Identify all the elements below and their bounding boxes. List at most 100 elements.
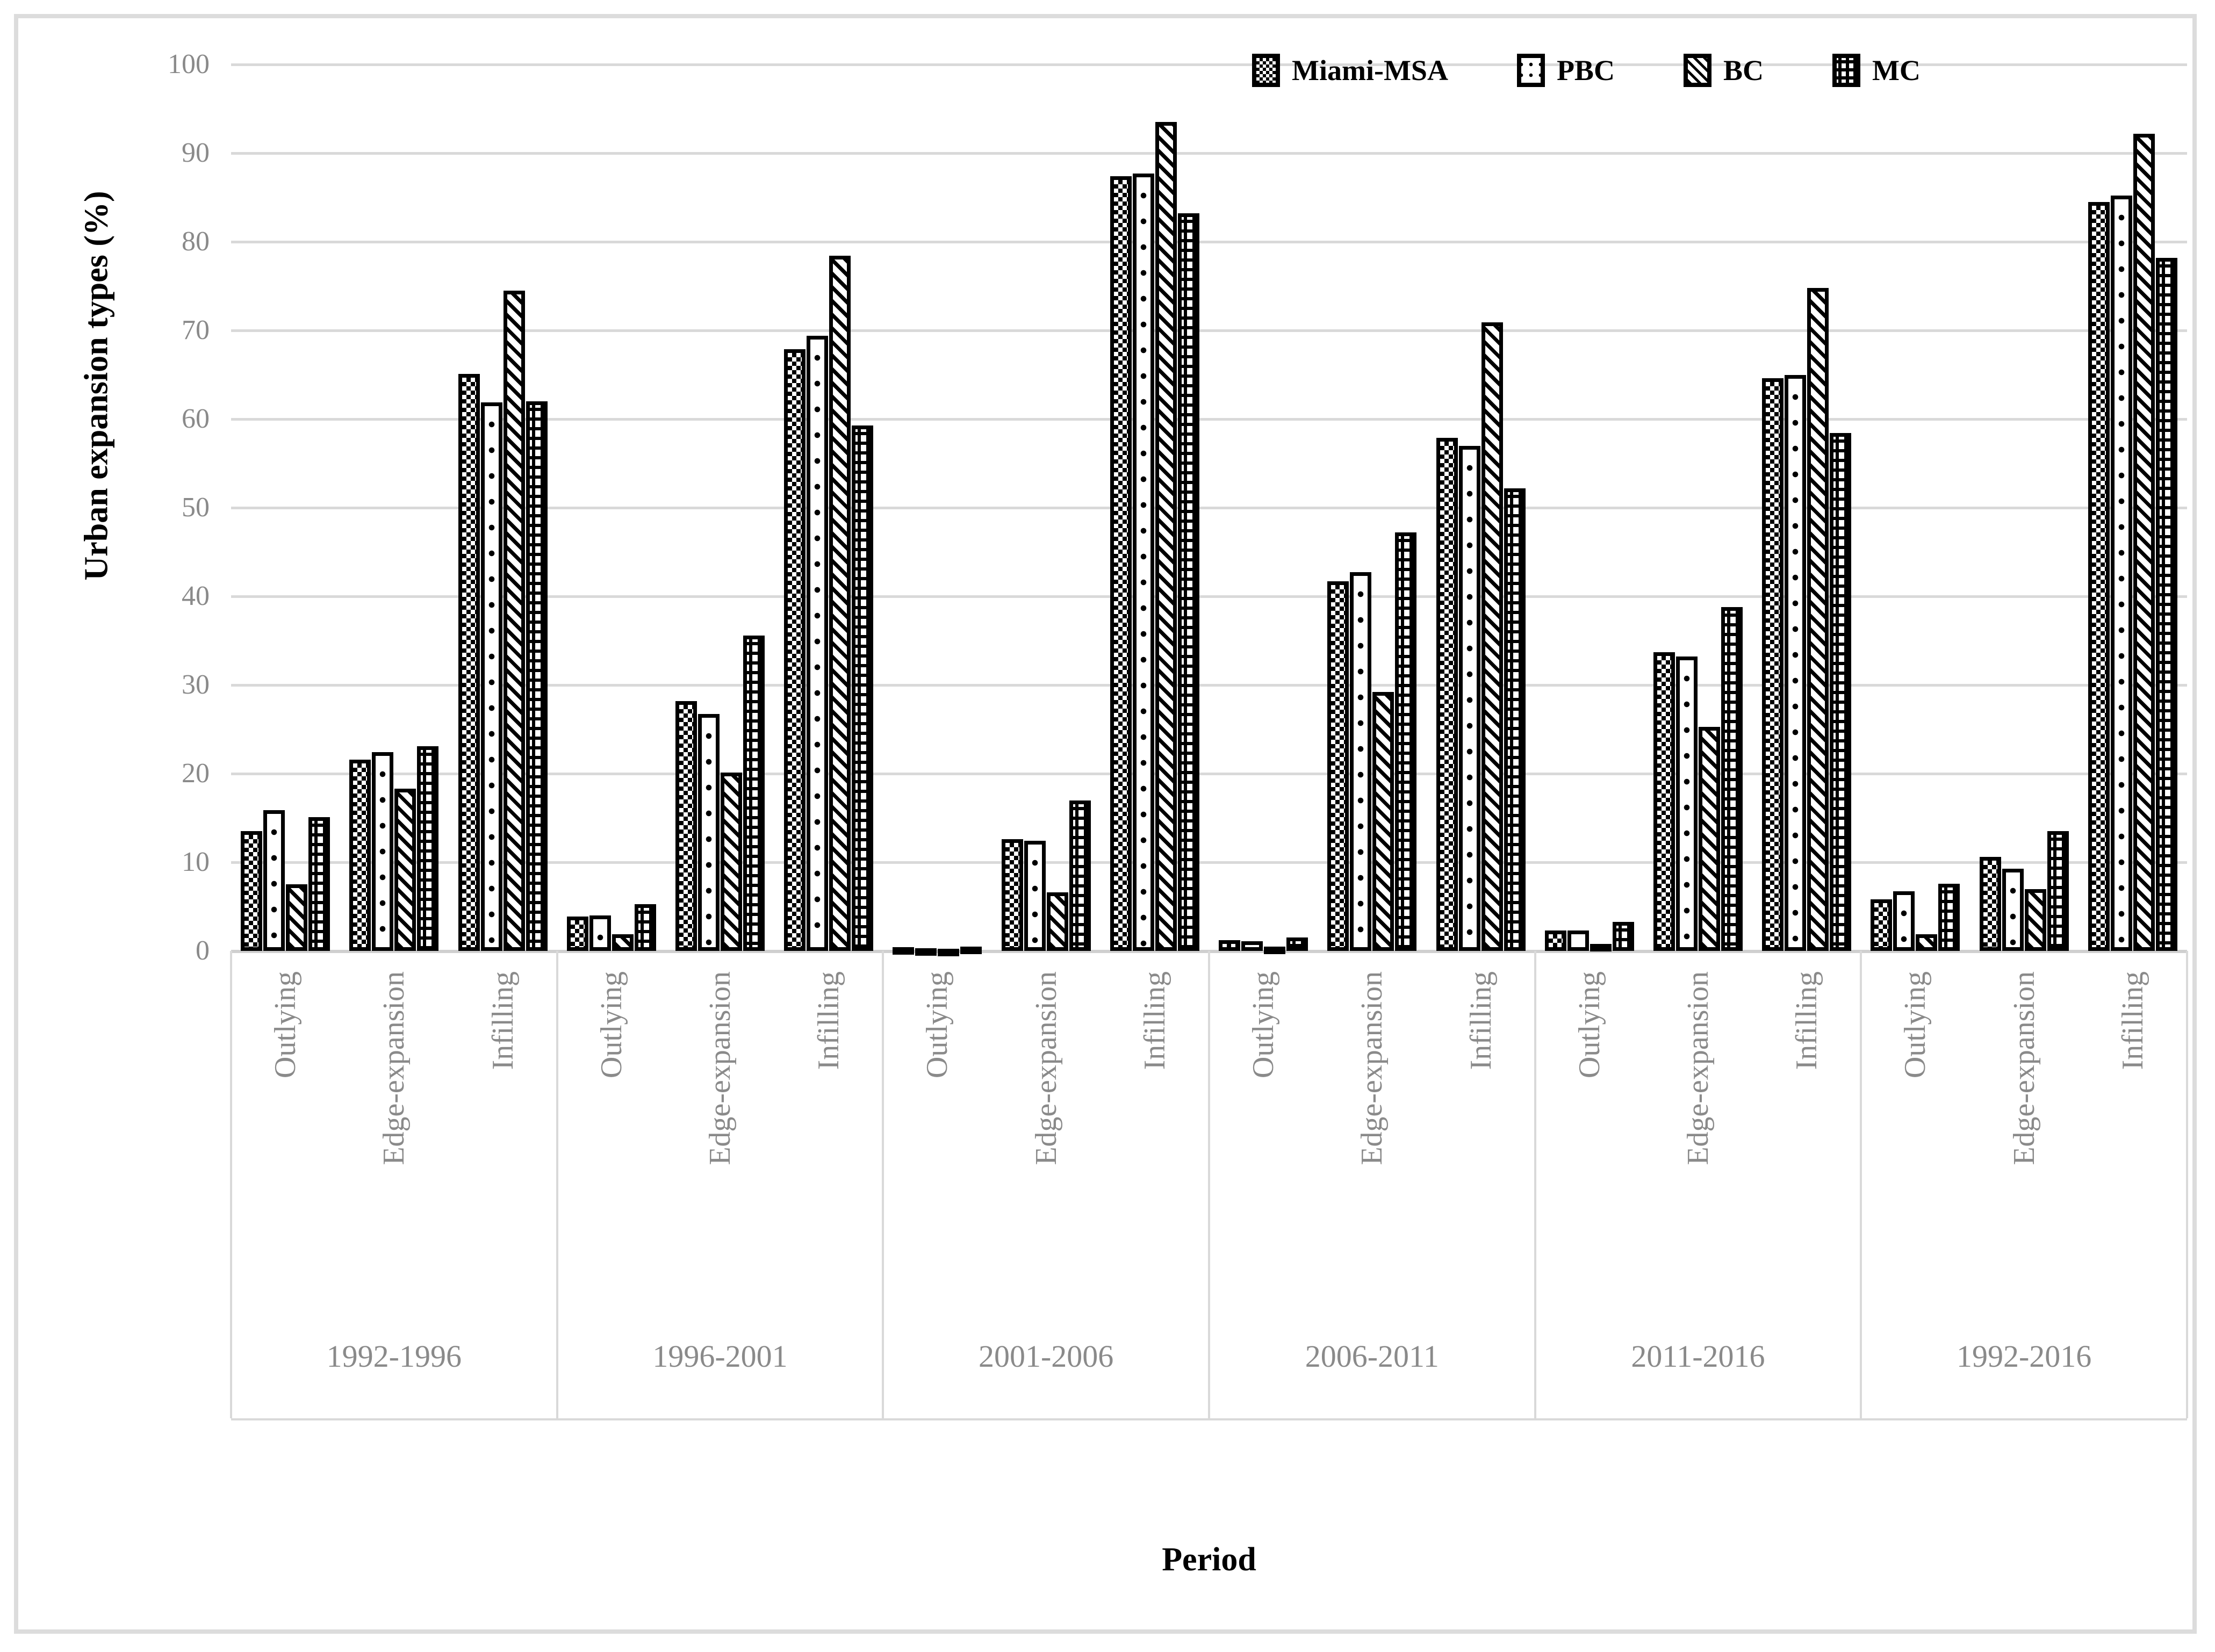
- period-label: 1996-2001: [652, 1339, 788, 1374]
- category-label: Edge-expansion: [703, 971, 737, 1165]
- category-label: Infilling: [1464, 971, 1498, 1070]
- label-area-bottom-line: [231, 1418, 2187, 1420]
- bar-Miami-MSA: [349, 759, 371, 951]
- bar-Miami-MSA: [1979, 857, 2001, 951]
- y-tick-label: 10: [182, 847, 210, 877]
- bar-BC: [1699, 726, 1720, 951]
- period-label: 2001-2006: [978, 1339, 1114, 1374]
- bar-BC: [1046, 892, 1068, 951]
- period-label: 2006-2011: [1305, 1339, 1439, 1374]
- bar-MC: [1177, 213, 1199, 951]
- legend-label: Miami-MSA: [1292, 54, 1448, 86]
- bar-BC: [1264, 946, 1286, 954]
- category-label: Outlying: [269, 971, 303, 1079]
- bar-Miami-MSA: [1762, 378, 1784, 951]
- gridline: [231, 507, 2187, 509]
- period-divider: [882, 951, 884, 1418]
- legend-swatch-BC: [1683, 54, 1711, 87]
- period-divider: [230, 951, 232, 1418]
- bar-MC: [1286, 937, 1308, 951]
- bar-PBC: [1132, 173, 1154, 951]
- bar-PBC: [1024, 841, 1046, 951]
- period-divider: [556, 951, 558, 1418]
- period-label: 1992-2016: [1956, 1339, 2092, 1374]
- bar-PBC: [807, 335, 829, 951]
- y-tick-label: 30: [182, 669, 210, 700]
- y-tick-label: 90: [182, 138, 210, 168]
- bar-MC: [852, 425, 874, 951]
- bar-MC: [2047, 831, 2069, 951]
- gridline: [231, 684, 2187, 687]
- y-tick-label: 80: [182, 226, 210, 257]
- legend-label: MC: [1872, 54, 1921, 86]
- bar-Miami-MSA: [1327, 581, 1349, 951]
- category-label: Edge-expansion: [1355, 971, 1389, 1165]
- period-divider: [1208, 951, 1210, 1418]
- bar-Miami-MSA: [784, 349, 806, 951]
- gridline: [231, 418, 2187, 421]
- bar-MC: [1830, 433, 1852, 951]
- legend-item-Miami-MSA: Miami-MSA: [1252, 54, 1448, 87]
- bar-Miami-MSA: [1219, 940, 1241, 951]
- legend: Miami-MSA PBC BC MC: [1252, 46, 1921, 95]
- bar-BC: [1481, 322, 1503, 951]
- legend-swatch-MC: [1832, 54, 1860, 87]
- bar-PBC: [263, 810, 285, 951]
- bar-Miami-MSA: [1110, 176, 1132, 951]
- bar-PBC: [1785, 374, 1807, 951]
- plot-area: [231, 63, 2187, 956]
- bar-BC: [1807, 287, 1829, 951]
- category-label: Edge-expansion: [377, 971, 411, 1165]
- bar-Miami-MSA: [893, 947, 915, 955]
- bar-PBC: [2110, 196, 2132, 951]
- category-label: Outlying: [1898, 971, 1932, 1079]
- category-label: Infilling: [1790, 971, 1824, 1070]
- bar-BC: [503, 290, 525, 951]
- y-tick-label: 100: [168, 49, 210, 80]
- y-axis-title: Urban expansion types (%): [78, 191, 115, 581]
- bar-Miami-MSA: [241, 831, 263, 951]
- bar-BC: [1372, 692, 1394, 951]
- period-label: 2011-2016: [1631, 1339, 1765, 1374]
- bar-Miami-MSA: [1653, 652, 1675, 951]
- y-tick-label: 40: [182, 581, 210, 611]
- bar-BC: [829, 256, 851, 951]
- bar-PBC: [698, 714, 720, 951]
- bar-BC: [1155, 122, 1177, 951]
- bar-MC: [1721, 607, 1743, 951]
- bar-MC: [1069, 800, 1091, 951]
- legend-label: PBC: [1556, 54, 1615, 86]
- bar-BC: [394, 789, 416, 951]
- bar-MC: [2155, 257, 2177, 951]
- gridline: [231, 241, 2187, 243]
- category-label: Edge-expansion: [1029, 971, 1063, 1165]
- bar-MC: [960, 946, 982, 954]
- x-axis-title: Period: [1162, 1541, 1256, 1578]
- period-divider: [1860, 951, 1862, 1418]
- bar-BC: [1916, 934, 1938, 951]
- category-label: Edge-expansion: [2007, 971, 2041, 1165]
- period-label: 1992-1996: [326, 1339, 462, 1374]
- bar-BC: [2024, 889, 2046, 951]
- bar-PBC: [1350, 572, 1372, 951]
- bar-PBC: [1567, 930, 1589, 951]
- bar-PBC: [1458, 445, 1480, 951]
- category-label: Infilling: [812, 971, 846, 1070]
- bar-Miami-MSA: [566, 916, 588, 951]
- bar-MC: [1395, 532, 1417, 951]
- bar-PBC: [480, 402, 502, 951]
- bar-MC: [1938, 883, 1960, 951]
- legend-item-PBC: PBC: [1516, 54, 1615, 87]
- legend-item-MC: MC: [1832, 54, 1921, 87]
- gridline: [231, 152, 2187, 155]
- category-label: Infilling: [486, 971, 520, 1070]
- bar-PBC: [1676, 657, 1698, 951]
- bar-Miami-MSA: [1544, 930, 1566, 951]
- legend-swatch-Miami-MSA: [1252, 54, 1280, 87]
- period-divider: [1534, 951, 1536, 1418]
- bar-MC: [308, 817, 330, 951]
- bar-BC: [286, 884, 308, 951]
- gridline: [231, 63, 2187, 66]
- category-label: Infilling: [1138, 971, 1171, 1070]
